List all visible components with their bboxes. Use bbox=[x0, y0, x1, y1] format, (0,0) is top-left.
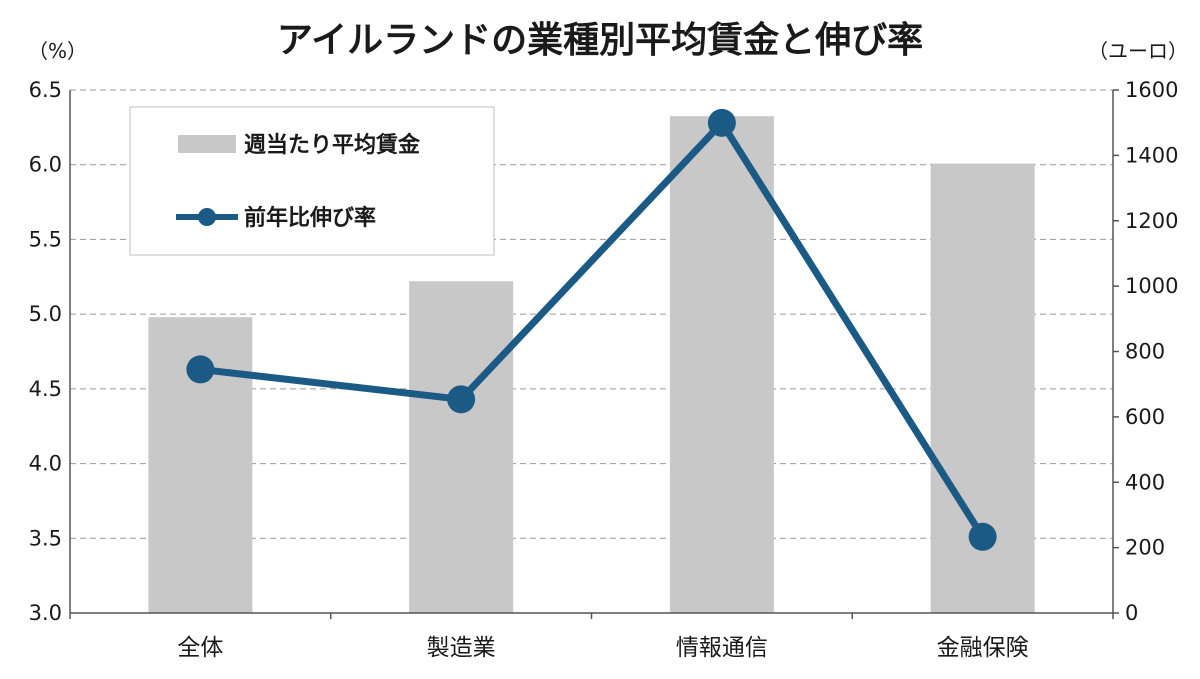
growth-point bbox=[447, 385, 476, 414]
left-tick-label: 5.5 bbox=[29, 227, 62, 251]
right-axis-unit: （ユーロ） bbox=[1088, 39, 1188, 63]
growth-point bbox=[186, 355, 215, 384]
right-tick-label: 1000 bbox=[1125, 274, 1178, 298]
growth-line bbox=[199, 119, 986, 539]
legend-box bbox=[129, 106, 495, 256]
right-tick-label: 1400 bbox=[1125, 143, 1178, 167]
legend-bar-label: 週当たり平均賃金 bbox=[244, 132, 421, 158]
right-tick-label: 200 bbox=[1125, 536, 1165, 560]
chart-title: アイルランドの業種別平均賃金と伸び率 bbox=[277, 19, 923, 61]
left-tick-label: 3.5 bbox=[29, 526, 62, 550]
right-tick-label: 800 bbox=[1125, 340, 1165, 364]
left-axis-unit: （%） bbox=[28, 39, 87, 63]
bar bbox=[409, 281, 514, 613]
legend-bar-swatch bbox=[178, 135, 236, 153]
right-tick-label: 400 bbox=[1125, 470, 1165, 494]
right-tick-label: 1600 bbox=[1125, 78, 1178, 102]
growth-point bbox=[707, 108, 736, 137]
category-label: 金融保険 bbox=[937, 635, 1029, 661]
category-label: 全体 bbox=[177, 635, 223, 661]
left-tick-label: 6.0 bbox=[29, 153, 62, 177]
category-label: 情報通信 bbox=[676, 635, 768, 661]
right-tick-label: 600 bbox=[1125, 405, 1165, 429]
category-label: 製造業 bbox=[427, 635, 496, 661]
growth-point bbox=[968, 522, 997, 551]
bar bbox=[669, 116, 774, 614]
left-tick-label: 5.0 bbox=[29, 302, 62, 326]
right-tick-label: 0 bbox=[1125, 601, 1138, 625]
left-tick-label: 4.0 bbox=[29, 452, 62, 476]
right-tick-label: 1200 bbox=[1125, 209, 1178, 233]
legend-line-label: 前年比伸び率 bbox=[244, 205, 376, 231]
legend: 週当たり平均賃金 前年比伸び率 bbox=[129, 106, 495, 256]
left-tick-label: 3.0 bbox=[29, 601, 62, 625]
left-tick-label: 4.5 bbox=[29, 377, 62, 401]
left-tick-label: 6.5 bbox=[29, 78, 62, 102]
legend-line-marker bbox=[198, 208, 216, 226]
